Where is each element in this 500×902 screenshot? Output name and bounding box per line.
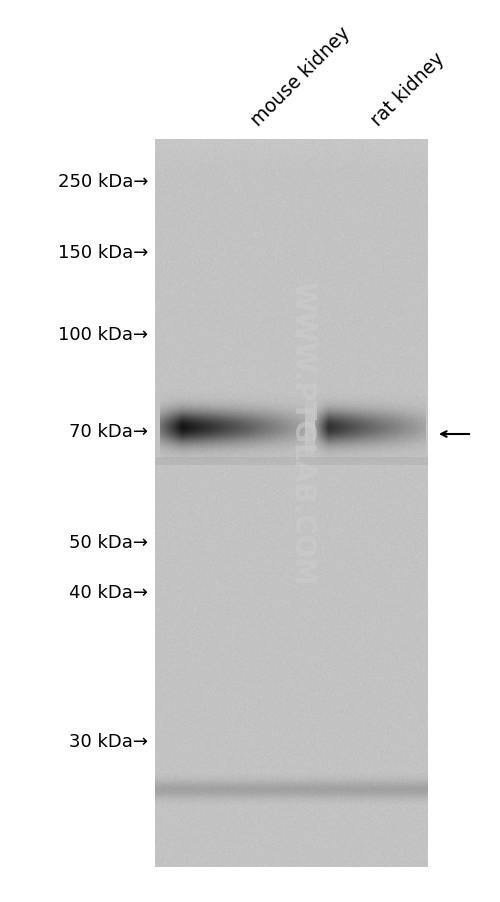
- Text: WWW.PTGLAB.COM: WWW.PTGLAB.COM: [288, 281, 316, 585]
- Text: 250 kDa→: 250 kDa→: [58, 173, 148, 191]
- Text: 30 kDa→: 30 kDa→: [69, 732, 148, 750]
- Text: 70 kDa→: 70 kDa→: [69, 422, 148, 440]
- Text: rat kidney: rat kidney: [368, 49, 448, 130]
- Text: mouse kidney: mouse kidney: [248, 23, 354, 130]
- Text: 150 kDa→: 150 kDa→: [58, 244, 148, 262]
- Text: 50 kDa→: 50 kDa→: [69, 533, 148, 551]
- Text: 40 kDa→: 40 kDa→: [69, 584, 148, 602]
- Text: 100 kDa→: 100 kDa→: [58, 326, 148, 344]
